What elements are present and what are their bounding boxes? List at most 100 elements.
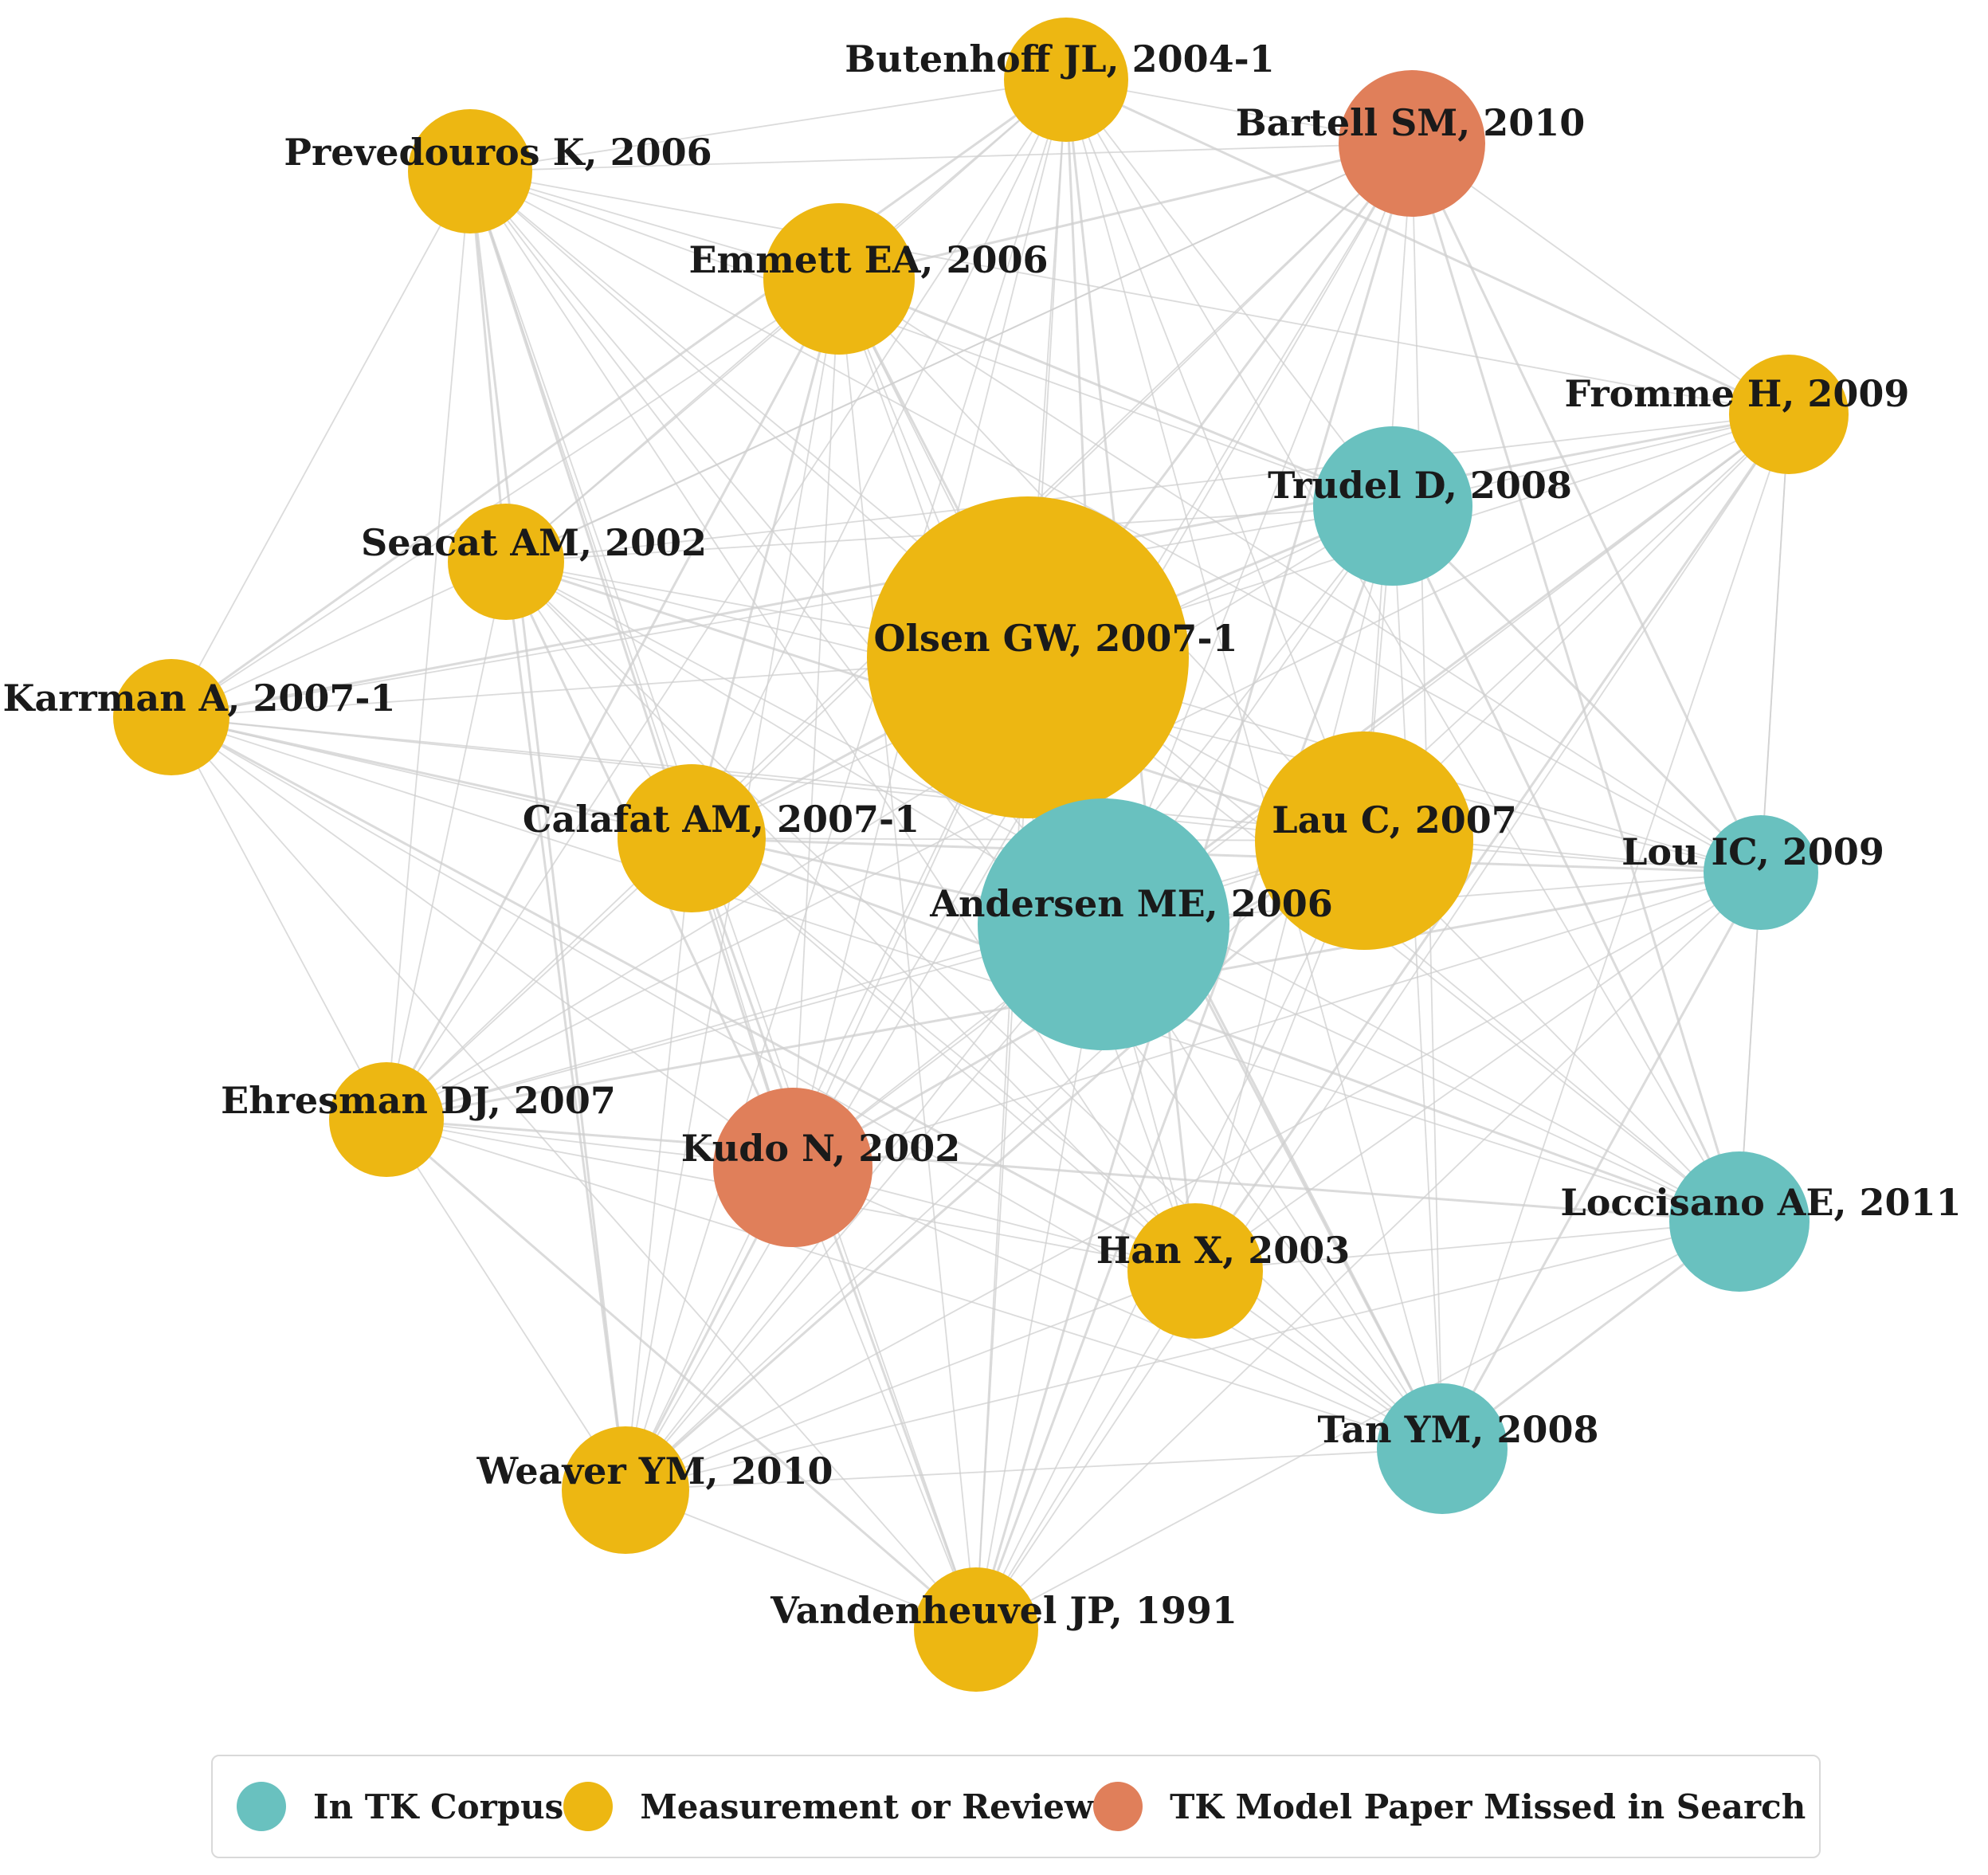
node-tan [1377, 1383, 1508, 1514]
edge-loccisano-han [1194, 1221, 1740, 1272]
node-label-lau: Lau C, 2007 [1272, 798, 1516, 841]
node-label-lou: Lou IC, 2009 [1621, 830, 1884, 873]
edge-karrman-loccisano [171, 716, 1740, 1222]
node-lou [1704, 815, 1818, 930]
edge-emmett-calafat [690, 278, 841, 839]
edge-ehresman-tan [386, 1119, 1443, 1449]
node-label-han: Han X, 2003 [1096, 1229, 1350, 1272]
node-vandenheuvel [914, 1567, 1038, 1692]
edge-seacat-weaver [504, 561, 627, 1491]
node-label-andersen: Andersen ME, 2006 [929, 882, 1332, 925]
node-label-calafat: Calafat AM, 2007-1 [523, 798, 919, 841]
edge-emmett-trudel [838, 277, 1394, 508]
edge-han-vandenheuvel [975, 1270, 1196, 1630]
node-prevedouros [408, 109, 532, 233]
edge-bartell-calafat [691, 143, 1413, 839]
edge-fromme-seacat [505, 414, 1790, 563]
network-edges [171, 78, 1790, 1631]
node-trudel [1313, 426, 1472, 586]
edge-trudel-ehresman [386, 505, 1394, 1120]
edge-fromme-vandenheuvel [975, 414, 1790, 1630]
edge-karrman-kudo [171, 716, 794, 1168]
node-loccisano [1669, 1151, 1810, 1292]
edge-calafat-lou [691, 837, 1762, 874]
edge-bartell-andersen [1103, 143, 1413, 925]
edge-kudo-vandenheuvel [792, 1167, 977, 1630]
node-label-vandenheuvel: Vandenheuvel JP, 1991 [770, 1589, 1237, 1632]
legend-swatch-measurement [563, 1782, 614, 1831]
edge-fromme-han [1194, 414, 1790, 1272]
edge-trudel-lou [1391, 504, 1763, 874]
network-labels: Butenhoff JL, 2004-1 Bartell SM, 2010 Prev… [2, 37, 1961, 1632]
node-label-olsen: Olsen GW, 2007-1 [873, 617, 1237, 660]
edge-butenhoff-tan [1065, 79, 1443, 1449]
node-label-kudo: Kudo N, 2002 [681, 1127, 960, 1170]
edge-butenhoff-trudel [1065, 79, 1394, 507]
edge-fromme-tan [1441, 414, 1790, 1449]
edge-karrman-vandenheuvel [171, 716, 977, 1630]
edge-seacat-ehresman [386, 561, 507, 1120]
edge-tan-weaver [625, 1448, 1443, 1491]
node-label-trudel: Trudel D, 2008 [1268, 464, 1572, 507]
edge-bartell-karrman [171, 143, 1413, 718]
edge-prevedouros-kudo [469, 171, 794, 1168]
edge-emmett-ehresman [385, 278, 841, 1120]
edge-seacat-tan [505, 561, 1443, 1449]
edge-prevedouros-karrman [171, 171, 471, 718]
node-label-bartell: Bartell SM, 2010 [1236, 101, 1586, 144]
node-seacat [448, 504, 564, 620]
node-label-seacat: Seacat AM, 2002 [361, 521, 707, 564]
node-label-emmett: Emmett EA, 2006 [689, 238, 1049, 281]
edge-calafat-weaver [625, 837, 692, 1491]
node-ehresman [329, 1062, 444, 1177]
legend: In TK Corpus Measurement or Review TK Mo… [211, 1755, 1821, 1858]
node-olsen [867, 496, 1189, 818]
node-karrman [113, 659, 229, 775]
node-lau [1255, 732, 1473, 950]
node-bartell [1339, 70, 1485, 217]
legend-label-measurement: Measurement or Review [640, 1787, 1094, 1826]
edge-lou-kudo [792, 872, 1762, 1168]
edge-prevedouros-weaver [469, 171, 627, 1491]
node-label-ehresman: Ehresman DJ, 2007 [221, 1079, 616, 1122]
edge-prevedouros-seacat [469, 171, 508, 563]
edge-calafat-han [691, 837, 1196, 1272]
legend-label-corpus: In TK Corpus [313, 1787, 564, 1826]
legend-item-measurement: Measurement or Review [563, 1782, 1093, 1831]
edge-olsen-vandenheuvel [975, 657, 1029, 1630]
edge-lou-vandenheuvel [975, 872, 1762, 1630]
edge-trudel-karrman [171, 505, 1394, 718]
edge-han-weaver [625, 1270, 1196, 1491]
edge-loccisano-vandenheuvel [975, 1221, 1740, 1630]
node-label-karrman: Karrman A, 2007-1 [2, 677, 395, 720]
legend-label-missed: TK Model Paper Missed in Search [1170, 1787, 1806, 1826]
edge-emmett-karrman [171, 278, 840, 718]
edge-fromme-andersen [1103, 413, 1790, 926]
edge-prevedouros-lou [469, 171, 1762, 873]
node-label-fromme: Fromme H, 2009 [1565, 372, 1910, 415]
edge-seacat-han [505, 561, 1196, 1272]
edge-loccisano-weaver [625, 1221, 1740, 1491]
legend-swatch-missed [1093, 1782, 1143, 1831]
node-emmett [763, 203, 915, 355]
edge-ehresman-vandenheuvel [386, 1118, 977, 1631]
node-label-loccisano: Loccisano AE, 2011 [1560, 1181, 1961, 1224]
legend-item-corpus: In TK Corpus [237, 1782, 563, 1831]
edge-bartell-fromme [1411, 143, 1790, 415]
edge-kudo-tan [792, 1167, 1443, 1449]
node-butenhoff [1004, 18, 1128, 142]
network-nodes [113, 18, 1849, 1692]
edge-emmett-kudo [792, 278, 840, 1168]
node-calafat [618, 764, 766, 912]
node-weaver [562, 1426, 689, 1554]
node-label-butenhoff: Butenhoff JL, 2004-1 [845, 37, 1274, 80]
node-label-prevedouros: Prevedouros K, 2006 [284, 131, 712, 174]
edge-karrman-han [171, 716, 1196, 1273]
legend-swatch-corpus [237, 1782, 286, 1831]
edge-butenhoff-loccisano [1065, 79, 1740, 1222]
edge-prevedouros-fromme [469, 171, 1790, 415]
node-andersen [978, 798, 1229, 1050]
legend-item-missed: TK Model Paper Missed in Search [1093, 1782, 1806, 1831]
edge-butenhoff-prevedouros [469, 79, 1067, 172]
